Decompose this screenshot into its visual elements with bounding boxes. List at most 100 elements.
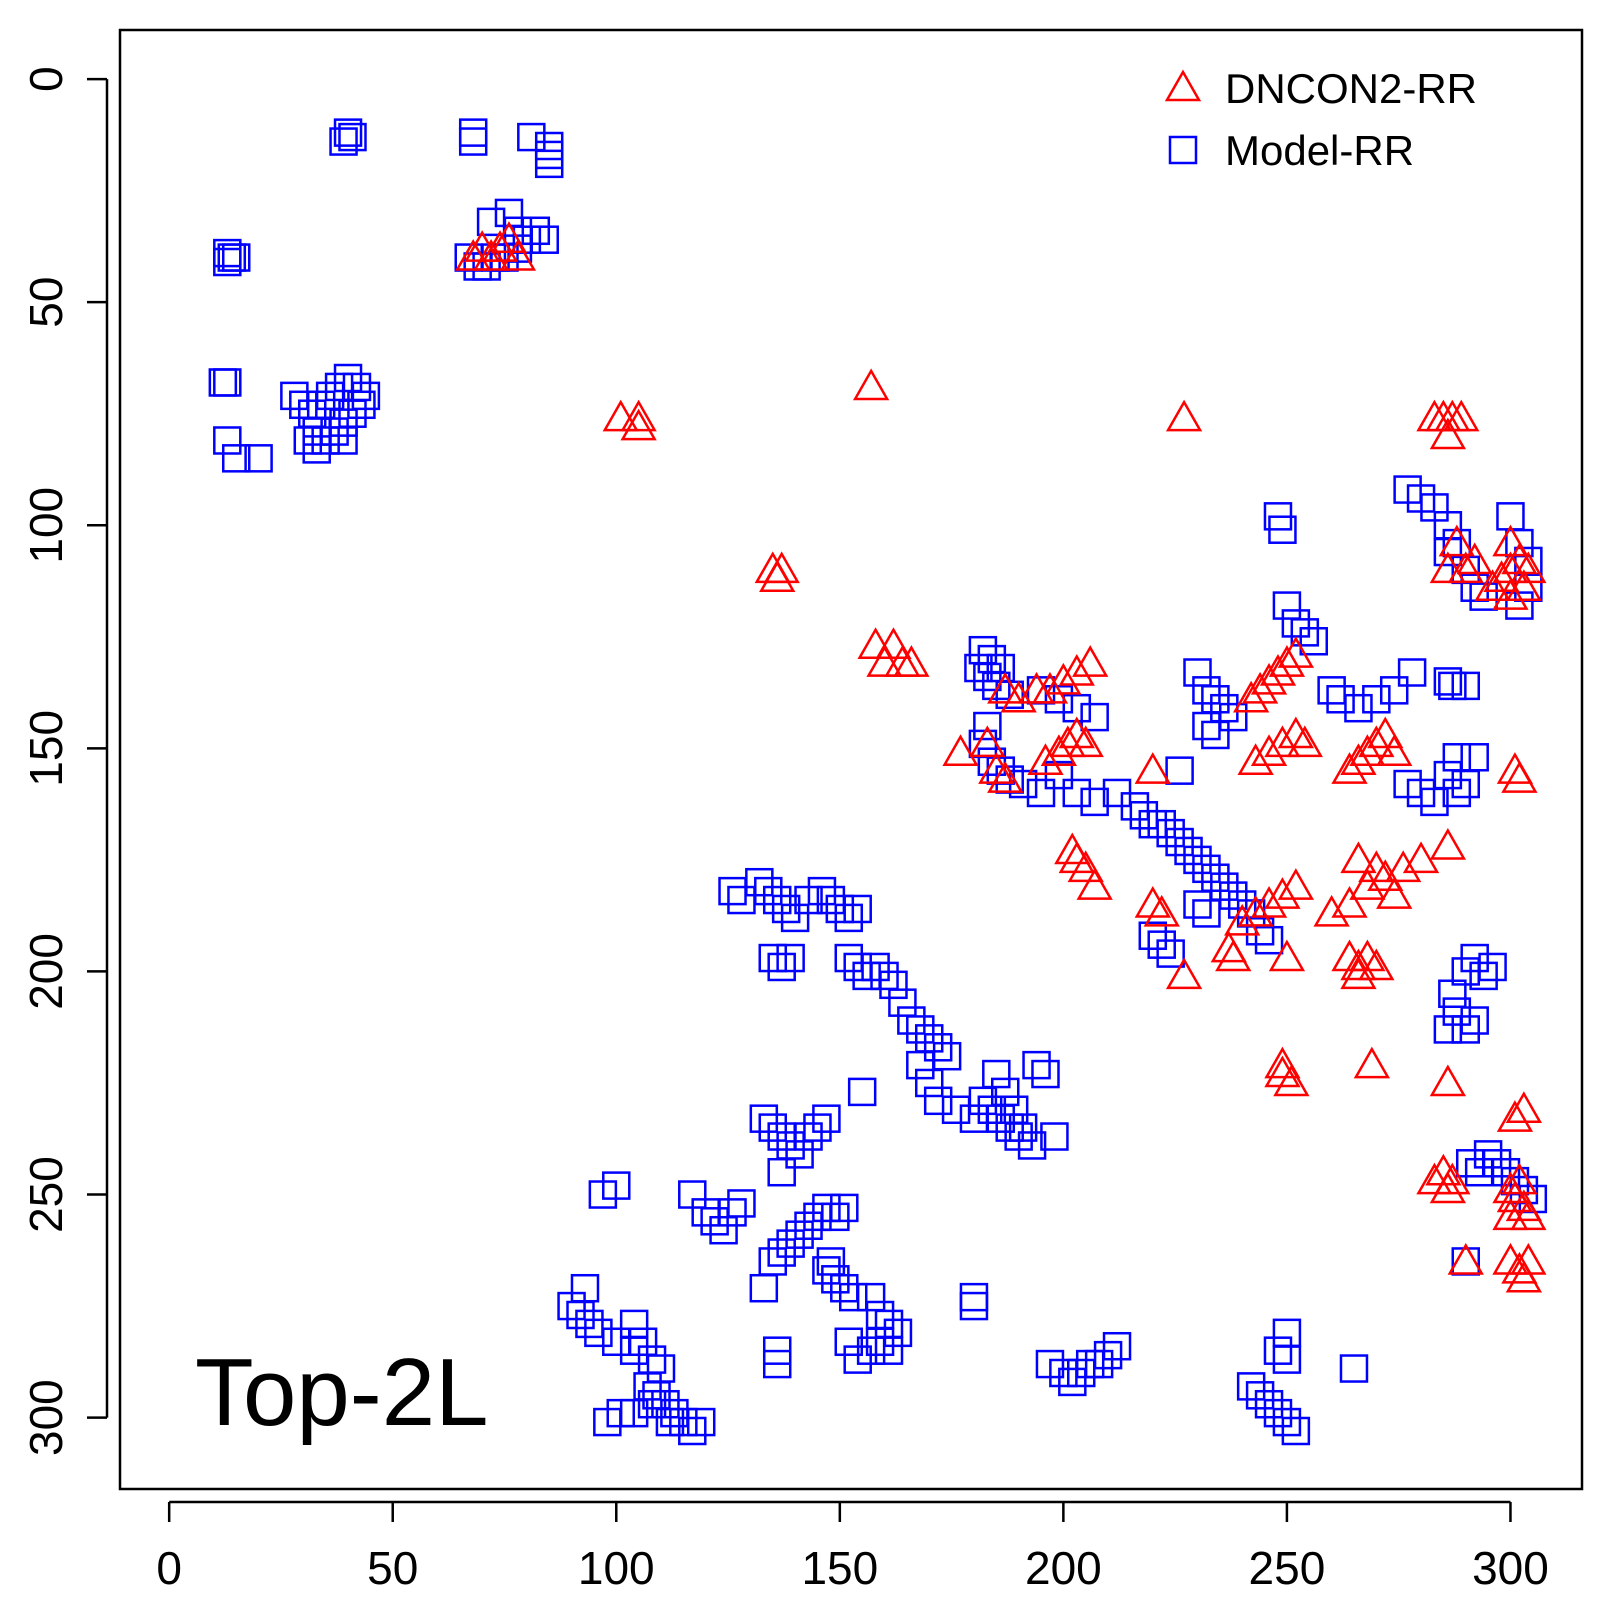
- data-point-square: [1138, 921, 1168, 950]
- data-point-square: [1451, 671, 1481, 701]
- data-point-triangle: [1250, 885, 1288, 918]
- data-point-triangle: [1045, 662, 1082, 695]
- data-point-square: [570, 1273, 600, 1303]
- data-point-triangle: [1376, 734, 1413, 767]
- data-point-square: [874, 1336, 904, 1365]
- data-point-square: [709, 1215, 738, 1245]
- data-point-square: [856, 1336, 886, 1365]
- data-point-square: [914, 1068, 944, 1098]
- data-point-triangle: [1340, 948, 1377, 981]
- data-point-triangle: [1456, 542, 1493, 575]
- data-point-square: [1263, 1398, 1293, 1428]
- data-point-triangle: [1273, 1064, 1310, 1097]
- data-point-triangle: [987, 671, 1024, 704]
- data-point-square: [1156, 939, 1185, 968]
- plot-frame: [118, 28, 1584, 1491]
- data-point-square: [816, 1247, 846, 1276]
- data-point-triangle: [455, 239, 492, 271]
- data-point-square: [1129, 801, 1159, 830]
- data-point-square: [727, 1189, 756, 1218]
- data-point-square: [762, 885, 792, 915]
- data-point-square: [655, 1407, 685, 1437]
- data-point-square: [825, 894, 855, 924]
- data-point-square: [338, 122, 367, 152]
- data-point-square: [1017, 1131, 1047, 1160]
- data-point-triangle: [1237, 743, 1274, 775]
- data-point-triangle: [1385, 850, 1422, 883]
- data-point-square: [458, 127, 488, 156]
- data-point-triangle: [1277, 716, 1315, 749]
- data-point-triangle: [1429, 417, 1467, 450]
- data-point-square: [534, 149, 564, 179]
- data-point-square: [1263, 1336, 1293, 1365]
- data-point-triangle: [1505, 1091, 1543, 1123]
- data-point-square: [879, 970, 908, 1000]
- data-point-square: [1433, 537, 1463, 567]
- data-point-triangle: [1429, 827, 1467, 860]
- data-point-triangle: [1367, 859, 1404, 891]
- data-point-square: [1473, 1140, 1503, 1169]
- data-point-triangle: [1134, 752, 1171, 784]
- data-point-triangle: [481, 230, 519, 262]
- data-point-triangle: [1058, 653, 1095, 686]
- data-point-triangle: [1264, 877, 1301, 909]
- data-point-square: [1174, 836, 1203, 866]
- data-point-triangle: [987, 761, 1024, 793]
- data-point-square: [865, 1327, 895, 1357]
- data-point-triangle: [1447, 1242, 1484, 1275]
- data-point-square: [1272, 1407, 1302, 1437]
- data-point-square: [329, 127, 358, 156]
- data-point-square: [834, 903, 864, 933]
- data-point-square: [847, 1077, 877, 1107]
- data-point-square: [749, 1104, 779, 1133]
- data-point-square: [333, 118, 363, 147]
- data-point-square: [1442, 778, 1472, 808]
- data-point-square: [584, 1318, 613, 1348]
- data-point-square: [1156, 818, 1185, 848]
- data-point-square: [812, 1193, 841, 1223]
- x-tick-label: 100: [578, 1542, 655, 1594]
- data-point-square: [1075, 1349, 1105, 1379]
- data-point-square: [999, 1095, 1029, 1124]
- data-point-square: [1433, 760, 1463, 790]
- data-point-square: [959, 1291, 989, 1321]
- data-point-square: [1183, 845, 1212, 875]
- data-point-square: [1281, 1416, 1311, 1446]
- data-point-square: [1460, 743, 1489, 772]
- data-point-square: [1165, 827, 1194, 857]
- data-point-square: [347, 390, 376, 420]
- data-point-triangle: [1376, 877, 1413, 909]
- data-point-square: [1044, 685, 1074, 714]
- data-point-triangle: [1358, 725, 1395, 758]
- data-point-square: [767, 1238, 796, 1267]
- data-point-triangle: [969, 725, 1006, 758]
- data-point-triangle: [942, 734, 979, 767]
- data-point-square: [1192, 676, 1221, 705]
- data-point-square: [1080, 787, 1109, 817]
- y-tick-label: 200: [20, 933, 72, 1010]
- data-point-square: [718, 1198, 747, 1227]
- data-point-triangle: [1277, 868, 1315, 900]
- data-point-triangle: [1049, 725, 1086, 758]
- data-point-triangle: [852, 368, 890, 401]
- data-point-square: [1442, 997, 1472, 1026]
- data-point-square: [1433, 1015, 1463, 1044]
- data-point-square: [785, 1220, 814, 1249]
- data-point-triangle: [1232, 680, 1270, 713]
- data-point-square: [906, 1050, 935, 1080]
- data-point-triangle: [1505, 569, 1543, 601]
- data-point-triangle: [1134, 885, 1171, 918]
- data-point-square: [1192, 711, 1221, 741]
- data-point-triangle: [1367, 716, 1404, 749]
- data-point-square: [812, 1256, 841, 1285]
- data-point-triangle: [1215, 939, 1252, 972]
- data-point-triangle: [1268, 645, 1306, 677]
- data-point-square: [838, 1282, 868, 1312]
- data-point-triangle: [1313, 894, 1350, 927]
- data-point-square: [1022, 1050, 1051, 1080]
- data-point-triangle: [1340, 841, 1377, 874]
- data-point-square: [1326, 685, 1355, 714]
- data-point-triangle: [1264, 725, 1301, 758]
- data-point-triangle: [1443, 399, 1480, 432]
